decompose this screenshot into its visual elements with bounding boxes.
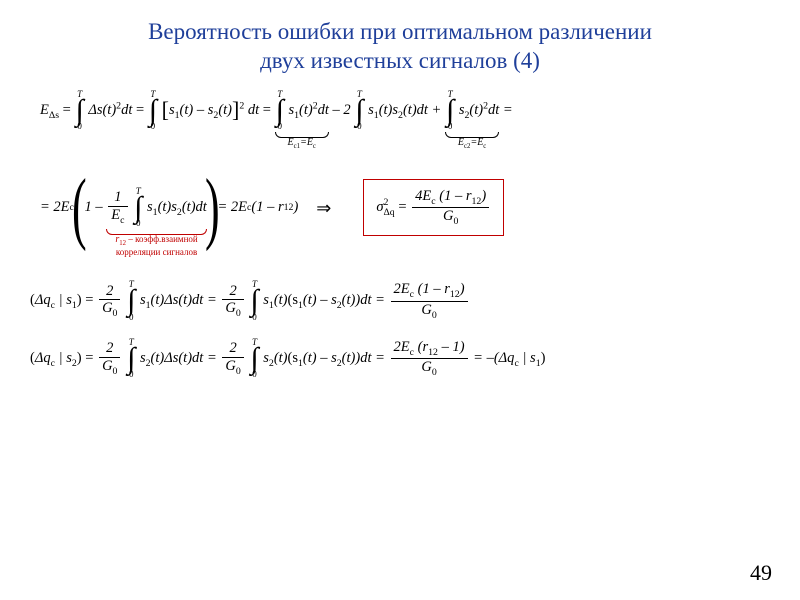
integral-icon: T∫0 [75, 90, 83, 132]
equation-1: EΔs = T∫0 Δs(t)2dt = T∫0 [s1(t) – s2(t)]… [40, 90, 770, 132]
equation-4: (Δqc | s2) = 2G0 T∫0 s2(t)Δs(t)dt = 2G0 … [30, 338, 770, 380]
integral-icon: T∫0 [127, 338, 135, 380]
integral-icon: T∫0 [149, 90, 157, 132]
integral-icon: T∫0 [127, 280, 135, 322]
page-number: 49 [750, 560, 772, 586]
eq1-lhs: E [40, 102, 49, 118]
title-line2: двух известных сигналов (4) [260, 48, 540, 73]
equation-2: = 2Ec ( 1 – 1Ec T∫0 s1(t)s2(t)dt r12 – к… [40, 179, 770, 236]
integral-icon: T∫0 [250, 338, 258, 380]
big-paren: ( 1 – 1Ec T∫0 s1(t)s2(t)dt r12 – коэфф.в… [74, 180, 218, 236]
boxed-result: σ2Δq = 4Ec (1 – r12) G0 [363, 179, 504, 236]
title-line1: Вероятность ошибки при оптимальном разли… [148, 19, 652, 44]
integral-icon: T∫0 [250, 280, 258, 322]
underbrace-r12: 1Ec T∫0 s1(t)s2(t)dt r12 – коэфф.взаимно… [106, 187, 207, 229]
underbrace-ec2: T∫0 s2(t)2dt Ec2=Ec [445, 90, 499, 132]
equation-3: (Δqc | s1) = 2G0 T∫0 s1(t)Δs(t)dt = 2G0 … [30, 280, 770, 322]
slide: Вероятность ошибки при оптимальном разли… [0, 0, 800, 600]
integral-icon: T∫0 [355, 90, 363, 132]
slide-title: Вероятность ошибки при оптимальном разли… [30, 18, 770, 76]
eq1-lhs-sub: Δs [49, 109, 59, 120]
underbrace-ec1: T∫0 s1(t)2dt Ec1=Ec [275, 90, 329, 132]
implies-icon: ⇒ [316, 199, 331, 217]
